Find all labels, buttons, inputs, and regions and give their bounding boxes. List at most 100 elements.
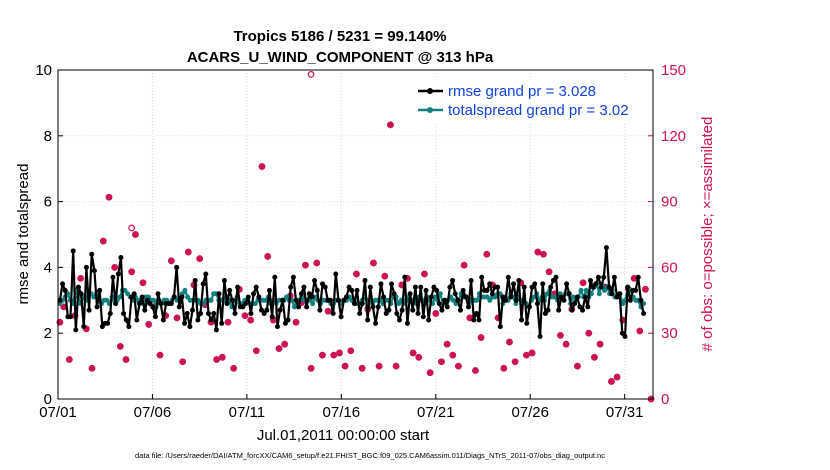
obs-assimilated-marker — [562, 340, 570, 348]
rmse-point — [389, 281, 395, 287]
obs-assimilated-marker — [122, 356, 130, 363]
obs-possible-marker — [307, 70, 315, 78]
rmse-point — [317, 307, 323, 313]
rmse-point — [288, 284, 294, 290]
rmse-point — [121, 310, 127, 316]
rmse-point — [126, 324, 132, 330]
rmse-point — [553, 274, 559, 280]
plot-frame — [57, 69, 654, 400]
rmse-point — [224, 301, 230, 307]
rmse-point — [298, 291, 304, 297]
rmse-point — [203, 271, 209, 277]
rmse-point — [603, 245, 609, 251]
rmse-point — [365, 317, 371, 323]
rmse-point — [107, 310, 113, 316]
rmse-point — [609, 291, 615, 297]
rmse-point — [274, 324, 280, 330]
obs-assimilated-marker — [100, 237, 107, 245]
obs-assimilated-marker — [253, 347, 260, 354]
rmse-point — [83, 264, 89, 270]
obs-assimilated-marker — [196, 255, 203, 262]
rmse-point — [290, 274, 296, 280]
rmse-point — [235, 284, 241, 290]
rmse-point — [386, 307, 392, 313]
chart-title-line2: ACARS_U_WIND_COMPONENT @ 313 hPa — [187, 49, 494, 66]
rmse-point — [362, 278, 368, 284]
rmse-point — [89, 251, 95, 257]
obs-assimilated-marker — [540, 251, 547, 258]
rmse-point — [253, 284, 259, 290]
rmse-point — [381, 294, 387, 300]
rmse-point — [208, 317, 214, 323]
rmse-point — [351, 301, 357, 307]
obs-assimilated-marker — [460, 262, 468, 269]
obs-assimilated-marker — [466, 314, 473, 322]
obs-assimilated-marker — [77, 275, 84, 282]
obs-assimilated-marker — [302, 262, 309, 269]
y-axis-label-right: # of obs: o=possible; ×=assimilated — [699, 117, 716, 352]
rmse-point — [497, 324, 503, 330]
obs-assimilated-marker — [438, 358, 445, 365]
rmse-point — [105, 320, 111, 326]
rmse-point — [357, 310, 363, 316]
rmse-point — [219, 320, 225, 326]
rmse-point — [75, 284, 81, 290]
rmse-point — [452, 291, 458, 297]
rmse-point — [402, 274, 408, 280]
obs-assimilated-marker — [443, 340, 451, 348]
obs-assimilated-marker — [336, 349, 343, 357]
rmse-point — [113, 301, 119, 307]
rmse-point — [622, 333, 628, 339]
rmse-point — [213, 327, 219, 333]
obs-assimilated-marker — [483, 251, 490, 258]
rmse-point — [367, 284, 373, 290]
rmse-point — [62, 287, 68, 293]
rmse-point — [195, 317, 201, 323]
x-tick-label: 07/26 — [511, 404, 549, 421]
rmse-point — [139, 294, 145, 300]
rmse-point — [476, 317, 482, 323]
rmse-point — [309, 294, 315, 300]
rmse-point — [304, 304, 310, 310]
rmse-point — [582, 294, 588, 300]
rmse-point — [457, 307, 463, 313]
rmse-point — [585, 304, 591, 310]
obs-assimilated-marker — [241, 312, 249, 319]
totalspread-point — [437, 291, 443, 297]
rmse-point — [524, 320, 530, 326]
totalspread-point — [596, 291, 602, 297]
rmse-point — [57, 297, 63, 303]
rmse-point — [123, 317, 129, 323]
rmse-point — [460, 287, 466, 293]
rmse-point — [428, 294, 434, 300]
rmse-point — [200, 281, 206, 287]
rmse-point — [277, 307, 283, 313]
rmse-point — [521, 284, 527, 290]
y-tick-label-left: 8 — [44, 128, 52, 145]
obs-assimilated-marker — [381, 272, 388, 280]
obs-assimilated-marker — [523, 351, 530, 359]
y-tick-label-right: 150 — [661, 62, 686, 79]
rmse-point — [415, 310, 421, 316]
rmse-point — [479, 274, 485, 280]
rmse-point — [73, 327, 79, 333]
obs-assimilated-marker — [557, 332, 564, 339]
rmse-point — [455, 297, 461, 303]
rmse-point — [484, 287, 490, 293]
rmse-point — [444, 304, 450, 310]
rmse-point — [134, 317, 140, 323]
rmse-point — [115, 271, 121, 277]
obs-assimilated-marker — [132, 231, 139, 238]
obs-assimilated-marker — [613, 373, 621, 381]
x-tick-label: 07/01 — [39, 404, 77, 421]
rmse-point — [245, 294, 251, 300]
obs-assimilated-marker — [506, 338, 513, 346]
obs-assimilated-marker — [449, 351, 456, 359]
x-axis-label: Jul.01,2011 00:00:00 start — [257, 427, 430, 444]
obs-assimilated-marker — [60, 303, 67, 311]
rmse-point — [330, 310, 336, 316]
rmse-point — [503, 297, 509, 303]
legend-rmse-label: rmse grand pr = 3.028 — [448, 83, 596, 100]
obs-assimilated-marker — [168, 257, 175, 265]
